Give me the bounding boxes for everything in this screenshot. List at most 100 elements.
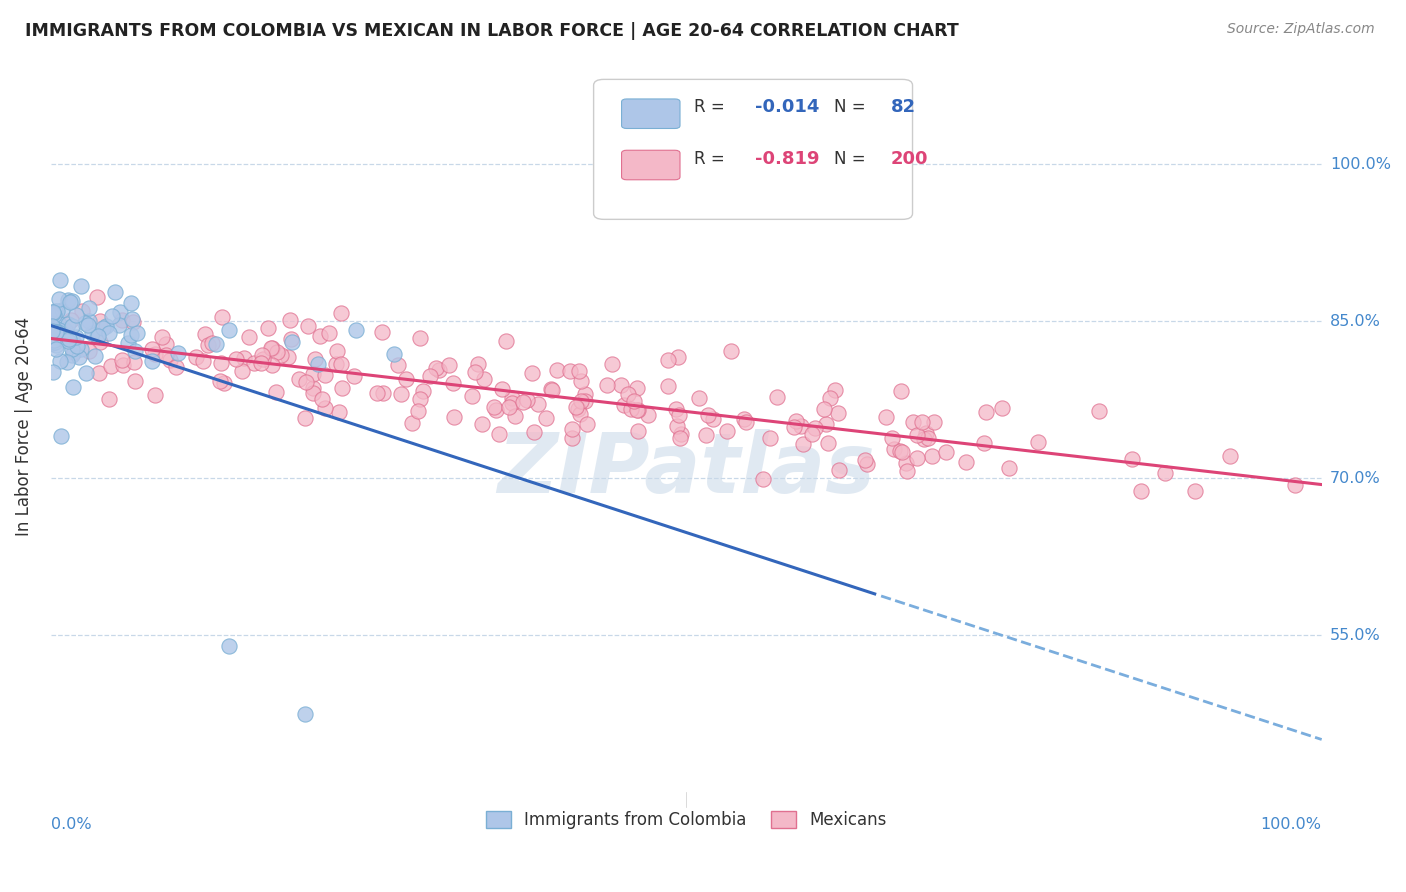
Text: 200: 200 (891, 150, 928, 168)
Point (41, 318, 63, 333)
Point (53, 326, 76, 340)
Point (120, 328, 142, 343)
Point (167, 345, 190, 359)
Point (89, 334, 111, 349)
Point (1184, 483, 1206, 498)
Point (789, 419, 811, 434)
Point (197, 338, 219, 352)
Point (901, 415, 924, 429)
Point (461, 389, 484, 403)
Point (89, 314, 111, 328)
Point (108, 305, 131, 319)
Point (716, 425, 738, 439)
Point (765, 390, 787, 404)
Point (89, 366, 111, 380)
Point (77, 301, 100, 315)
Point (58, 332, 80, 346)
Point (302, 381, 325, 395)
Point (121, 312, 143, 326)
Point (127, 326, 149, 340)
Point (49, 273, 72, 287)
Point (695, 428, 717, 442)
Point (218, 639, 240, 653)
Point (503, 409, 526, 424)
Point (91, 321, 114, 335)
Point (42, 365, 65, 379)
Point (733, 412, 755, 426)
Point (626, 381, 648, 395)
Text: 0.0%: 0.0% (51, 817, 91, 832)
Point (522, 366, 544, 380)
Point (620, 402, 643, 417)
Point (77, 314, 100, 328)
Point (498, 400, 520, 414)
Point (612, 398, 634, 412)
Point (165, 359, 187, 374)
Point (328, 405, 350, 419)
Point (409, 331, 432, 345)
Point (266, 344, 288, 359)
Point (45, 326, 67, 340)
Point (70, 343, 93, 357)
Point (1088, 404, 1111, 418)
Point (546, 363, 568, 377)
Point (262, 341, 284, 355)
Point (124, 375, 146, 389)
Point (304, 352, 326, 367)
Point (627, 424, 650, 438)
Point (155, 336, 177, 351)
Point (65, 329, 87, 343)
Point (260, 341, 283, 355)
Point (896, 464, 918, 478)
Point (485, 403, 508, 417)
Point (626, 403, 648, 417)
Point (314, 401, 336, 415)
Point (890, 445, 912, 459)
Point (441, 376, 464, 390)
Point (87, 328, 110, 343)
Point (184, 351, 207, 365)
Point (277, 350, 299, 364)
Point (122, 315, 145, 329)
Point (325, 357, 347, 371)
Point (561, 431, 583, 445)
Point (512, 395, 534, 409)
Point (307, 357, 329, 371)
Point (51, 331, 73, 345)
Point (429, 362, 451, 376)
Point (301, 385, 323, 400)
Point (98, 326, 121, 341)
Point (294, 706, 316, 721)
Point (536, 411, 558, 425)
Point (419, 369, 441, 384)
Point (894, 456, 917, 470)
Point (1130, 483, 1153, 498)
Point (371, 325, 394, 339)
Point (42, 333, 65, 347)
Legend: Immigrants from Colombia, Mexicans: Immigrants from Colombia, Mexicans (479, 804, 894, 836)
Point (329, 357, 352, 371)
Point (41, 324, 63, 338)
Point (669, 426, 692, 441)
Point (101, 309, 124, 323)
Point (915, 425, 938, 440)
Point (62, 342, 84, 356)
Point (42, 304, 65, 318)
Point (191, 354, 214, 368)
Point (211, 310, 233, 325)
Point (60, 293, 83, 308)
Text: N =: N = (834, 150, 870, 168)
Point (155, 348, 177, 362)
Point (853, 452, 876, 467)
Point (212, 376, 235, 390)
Point (56, 318, 79, 332)
Point (1026, 434, 1049, 449)
Point (472, 372, 495, 386)
Point (395, 372, 418, 386)
Point (688, 391, 710, 405)
Point (59, 313, 82, 327)
Point (922, 416, 945, 430)
Point (124, 343, 146, 358)
Point (905, 427, 928, 442)
Text: IMMIGRANTS FROM COLOMBIA VS MEXICAN IN LABOR FORCE | AGE 20-64 CORRELATION CHART: IMMIGRANTS FROM COLOMBIA VS MEXICAN IN L… (25, 22, 959, 40)
